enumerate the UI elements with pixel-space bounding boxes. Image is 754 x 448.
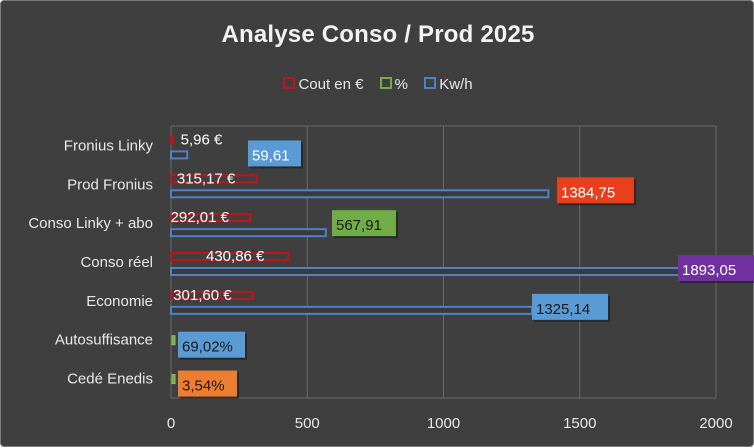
bar-cout xyxy=(170,174,258,184)
legend-swatch-cout xyxy=(283,77,296,89)
data-label-kwh-box xyxy=(248,140,301,167)
legend-item-kwh: Kw/h xyxy=(424,76,473,93)
data-label-kwh-box xyxy=(332,210,396,237)
data-label-kwh: 1325,14 xyxy=(536,301,590,318)
bar-cout xyxy=(170,135,174,145)
bar-cout xyxy=(170,213,252,223)
legend-item-cout: Cout en € xyxy=(283,76,364,93)
legend-label-kwh: Kw/h xyxy=(439,76,473,93)
legend-swatch-kwh xyxy=(424,77,437,89)
data-label-kwh: 69,02% xyxy=(182,339,233,356)
data-label-kwh: 567,91 xyxy=(336,217,382,234)
legend: Cout en € % Kw/h xyxy=(1,76,754,93)
bar-percent xyxy=(171,335,176,346)
bar-kwh xyxy=(170,150,189,160)
data-label-cout: 315,17 € xyxy=(177,170,236,187)
bar-cout xyxy=(170,290,255,300)
data-label-cout: 292,01 € xyxy=(171,209,230,226)
bar-percent xyxy=(171,374,176,385)
category-label: Fronius Linky xyxy=(64,137,154,154)
category-label: Conso Linky + abo xyxy=(28,215,153,232)
data-label-kwh-box xyxy=(178,370,237,397)
x-tick-label: 1500 xyxy=(563,415,596,432)
category-label: Conso réel xyxy=(80,254,153,271)
data-label-kwh: 3,54% xyxy=(182,378,225,395)
bar-kwh xyxy=(170,267,688,276)
legend-label-percent: % xyxy=(394,76,409,93)
data-label-kwh-box xyxy=(178,331,245,358)
category-label: Cedé Enedis xyxy=(67,371,153,388)
category-label: Autosuffisance xyxy=(55,332,153,349)
category-label: Prod Fronius xyxy=(67,176,153,193)
data-label-kwh: 1384,75 xyxy=(561,184,615,201)
x-tick-label: 0 xyxy=(167,415,175,432)
category-label: Economie xyxy=(86,293,153,310)
data-label-kwh: 59,61 xyxy=(252,147,290,164)
x-tick-label: 1000 xyxy=(427,415,460,432)
legend-item-percent: % xyxy=(379,76,409,93)
data-label-cout: 430,86 € xyxy=(206,248,265,265)
data-label-kwh-box xyxy=(557,177,634,204)
x-tick-label: 2000 xyxy=(699,415,732,432)
data-label-kwh: 1893,05 xyxy=(682,262,736,279)
data-label-cout: 301,60 € xyxy=(173,287,232,304)
legend-swatch-percent xyxy=(379,77,392,89)
chart-title: Analyse Conso / Prod 2025 xyxy=(221,21,535,48)
data-label-kwh-box xyxy=(678,255,754,281)
x-tick-label: 500 xyxy=(295,415,320,432)
bar-kwh xyxy=(170,228,327,238)
bar-kwh xyxy=(170,189,550,199)
bar-cout xyxy=(170,252,290,261)
bar-kwh xyxy=(170,305,534,315)
legend-label-cout: Cout en € xyxy=(298,76,364,93)
data-label-kwh-box xyxy=(532,293,608,320)
data-label-cout: 5,96 € xyxy=(181,131,223,148)
